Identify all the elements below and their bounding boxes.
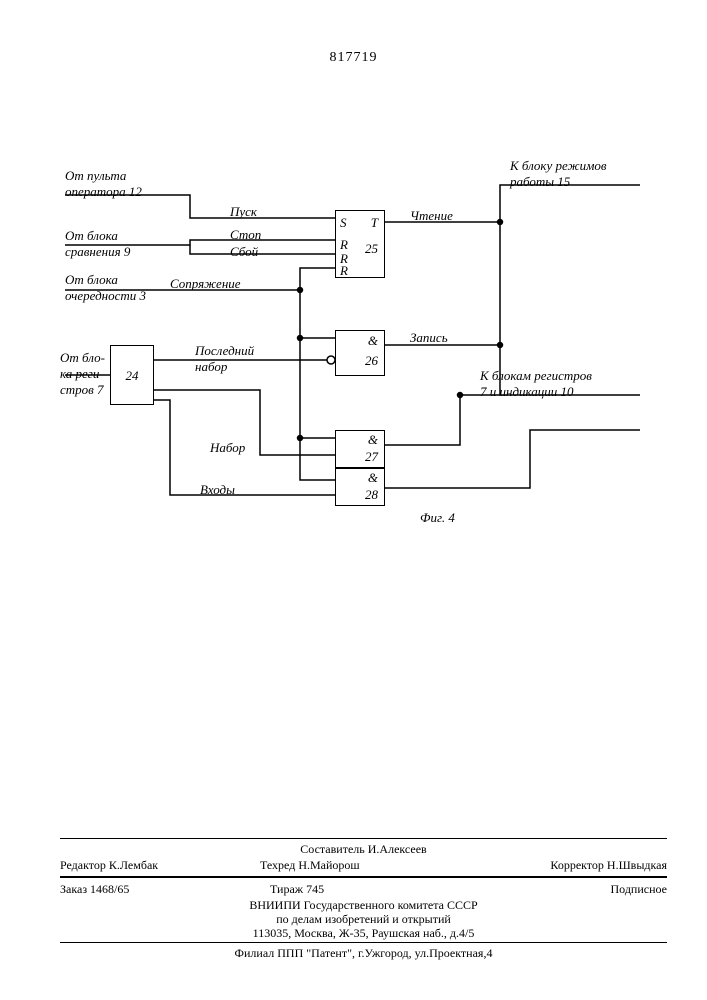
label-from-registers: От бло- ка реги- стров 7 (60, 350, 105, 398)
label-from-compare: От блока сравнения 9 (65, 228, 130, 260)
label-set: Набор (210, 440, 245, 456)
colophon-compiler: Составитель И.Алексеев (60, 842, 667, 857)
colophon-editor: Редактор К.Лембак (60, 858, 158, 873)
colophon-org1: ВНИИПИ Государственного комитета СССР (60, 898, 667, 913)
label-stop: Стоп (230, 227, 261, 243)
colophon-addr1: 113035, Москва, Ж-35, Раушская наб., д.4… (60, 926, 667, 941)
colophon-podpis: Подписное (611, 882, 668, 897)
label-start: Пуск (230, 204, 257, 220)
label-write: Запись (410, 330, 448, 346)
label-inputs: Входы (200, 482, 235, 498)
label-last-set: Последний набор (195, 343, 254, 375)
colophon-org2: по делам изобретений и открытий (60, 912, 667, 927)
label-read: Чтение (410, 208, 453, 224)
colophon-corrector: Корректор Н.Швыдкая (550, 858, 667, 873)
label-from-priority: От блока очередности 3 (65, 272, 146, 304)
label-conjugation: Сопряжение (170, 276, 241, 292)
colophon-addr2: Филиал ППП "Патент", г.Ужгород, ул.Проек… (60, 946, 667, 961)
figure-label: Фиг. 4 (420, 510, 455, 526)
colophon-order: Заказ 1468/65 (60, 882, 129, 897)
colophon-tirazh: Тираж 745 (270, 882, 324, 897)
label-to-modes: К блоку режимов работы 15 (510, 158, 607, 190)
label-fail: Сбой (230, 244, 258, 260)
colophon-techred: Техред Н.Майорош (260, 858, 360, 873)
label-from-operator: От пульта оператора 12 (65, 168, 142, 200)
label-to-reg-ind: К блокам регистров 7 и индикации 10 (480, 368, 592, 400)
